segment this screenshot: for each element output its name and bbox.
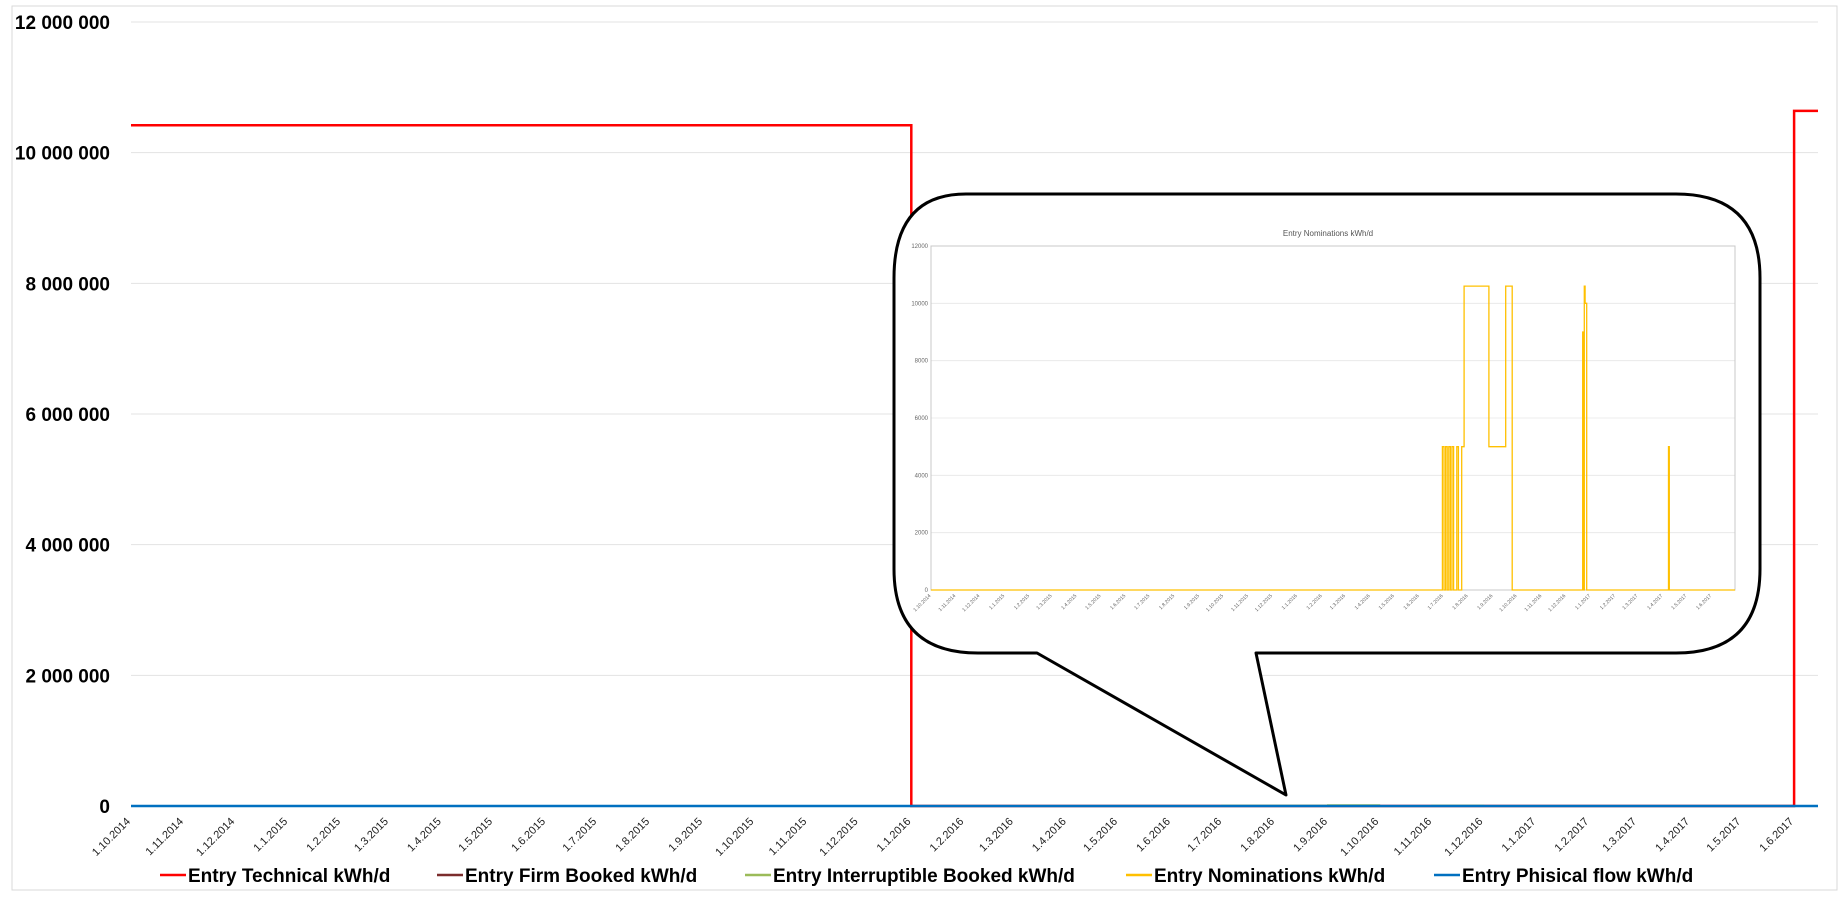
main-y-axis: 0 2 000 000 4 000 000 6 000 000 8 000 000 10 … (15, 13, 110, 818)
inset-series-line (931, 285, 1735, 591)
inset-y-tick-label: 10000 (911, 301, 928, 307)
y-tick-label: 8 000 000 (25, 274, 110, 295)
legend-label: Entry Technical kWh/d (188, 866, 390, 887)
callout-bubble (892, 192, 1762, 797)
inset-y-tick-label: 4000 (915, 473, 929, 479)
inset-y-tick-label: 12000 (911, 244, 928, 250)
legend-label: Entry Nominations kWh/d (1154, 866, 1385, 887)
inset-y-tick-label: 0 (925, 588, 929, 594)
inset-y-tick-label: 2000 (915, 531, 929, 537)
inset-y-tick-label: 6000 (915, 416, 929, 422)
y-tick-label: 10 000 000 (15, 144, 110, 165)
y-tick-label: 4 000 000 (25, 536, 110, 557)
inset-y-axis: 0 2000 4000 6000 8000 10000 12000 (911, 244, 928, 594)
y-tick-label: 12 000 000 (15, 13, 110, 34)
legend-label: Entry Firm Booked kWh/d (465, 866, 697, 887)
y-tick-label: 0 (99, 797, 110, 818)
inset-plot-area (931, 285, 1735, 591)
legend: Entry Technical kWh/d Entry Firm Booked k… (160, 866, 1693, 887)
legend-label: Entry Interruptible Booked kWh/d (773, 866, 1075, 887)
y-tick-label: 6 000 000 (25, 405, 110, 426)
inset-title: Entry Nominations kWh/d (1283, 229, 1373, 238)
inset-y-tick-label: 8000 (915, 359, 929, 365)
legend-label: Entry Phisical flow kWh/d (1462, 866, 1693, 887)
main-plot-area (131, 109, 1818, 808)
y-tick-label: 2 000 000 (25, 666, 110, 687)
